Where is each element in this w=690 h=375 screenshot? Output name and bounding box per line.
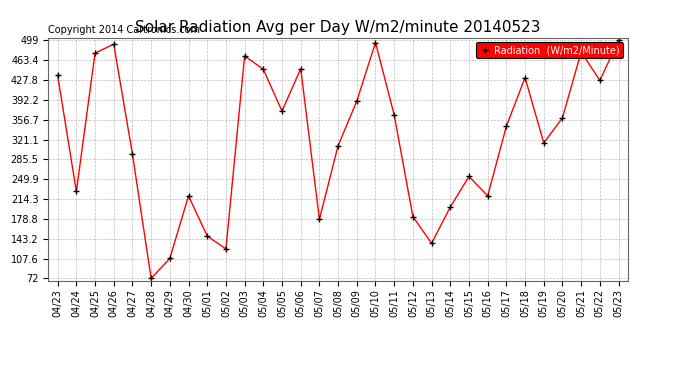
Legend: Radiation  (W/m2/Minute): Radiation (W/m2/Minute) [476, 42, 623, 58]
Text: Copyright 2014 Cartronics.com: Copyright 2014 Cartronics.com [48, 25, 200, 35]
Title: Solar Radiation Avg per Day W/m2/minute 20140523: Solar Radiation Avg per Day W/m2/minute … [135, 20, 541, 35]
